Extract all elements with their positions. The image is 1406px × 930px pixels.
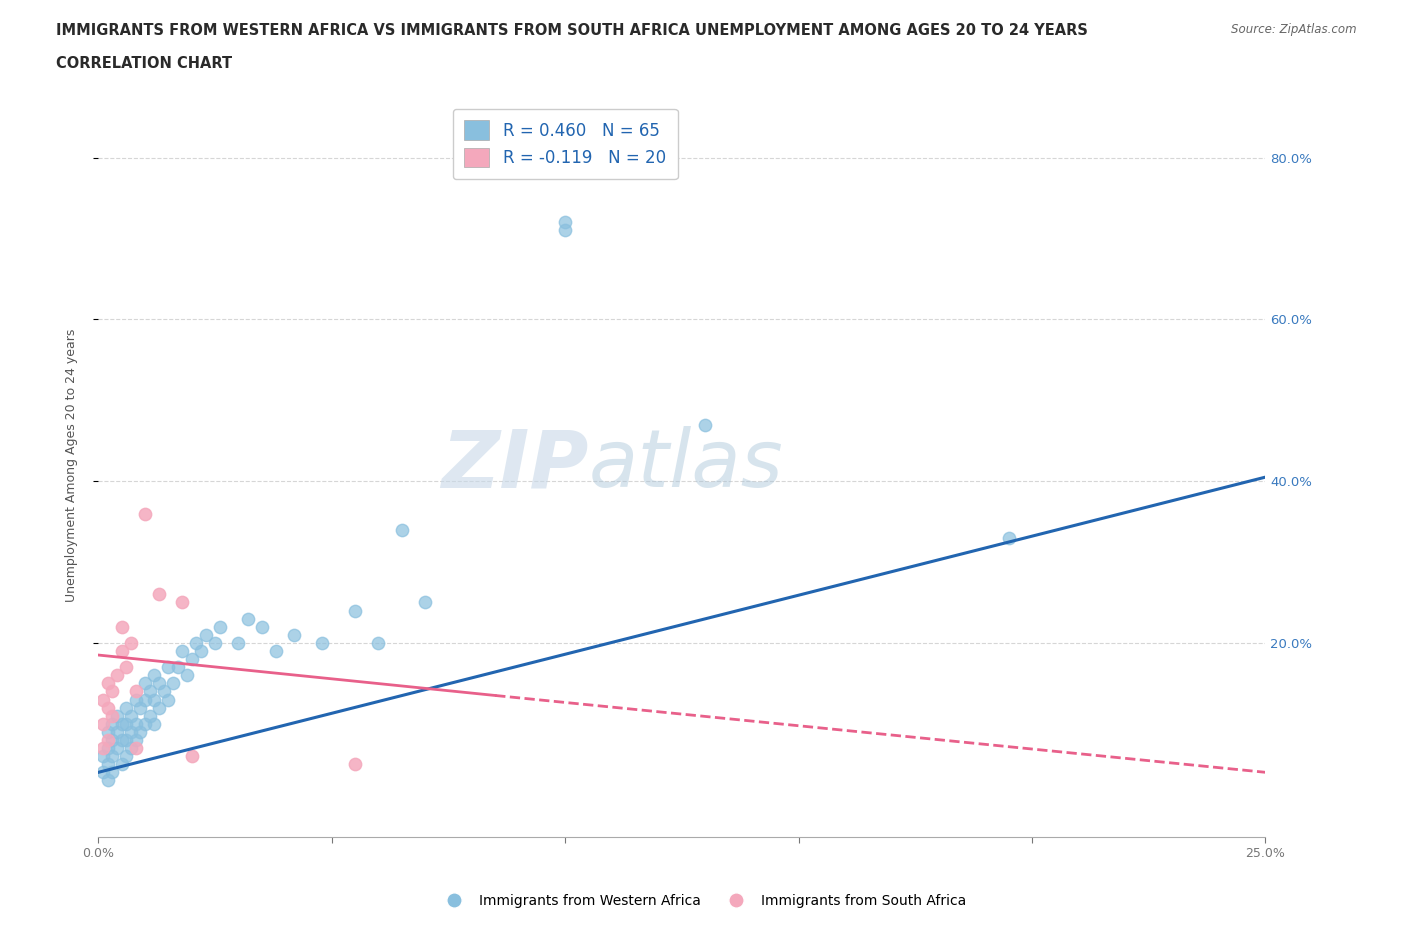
Point: [554, 223, 576, 238]
Point: [391, 523, 413, 538]
Point: [367, 635, 389, 650]
Point: [101, 716, 124, 731]
Point: [190, 644, 212, 658]
Point: [101, 749, 124, 764]
Point: [111, 733, 134, 748]
Point: [115, 700, 138, 715]
Point: [264, 644, 287, 658]
Point: [91, 716, 114, 731]
Point: [208, 619, 231, 634]
Point: [180, 749, 202, 764]
Legend: R = 0.460   N = 65, R = -0.119   N = 20: R = 0.460 N = 65, R = -0.119 N = 20: [453, 109, 678, 179]
Text: IMMIGRANTS FROM WESTERN AFRICA VS IMMIGRANTS FROM SOUTH AFRICA UNEMPLOYMENT AMON: IMMIGRANTS FROM WESTERN AFRICA VS IMMIGR…: [56, 23, 1088, 38]
Point: [194, 628, 217, 643]
Point: [129, 700, 152, 715]
Point: [554, 215, 576, 230]
Text: atlas: atlas: [589, 426, 783, 504]
Point: [172, 644, 194, 658]
Point: [186, 635, 208, 650]
Point: [105, 724, 128, 739]
Point: [176, 668, 198, 683]
Point: [111, 644, 134, 658]
Point: [148, 587, 170, 602]
Point: [97, 757, 120, 772]
Point: [148, 700, 170, 715]
Point: [139, 684, 162, 698]
Point: [344, 757, 367, 772]
Point: [115, 733, 138, 748]
Point: [129, 724, 152, 739]
Point: [125, 716, 148, 731]
Point: [111, 757, 134, 772]
Point: [120, 635, 142, 650]
Point: [125, 684, 148, 698]
Point: [152, 684, 174, 698]
Point: [250, 619, 273, 634]
Point: [143, 668, 166, 683]
Point: [413, 595, 436, 610]
Point: [134, 692, 156, 707]
Point: [97, 700, 120, 715]
Text: CORRELATION CHART: CORRELATION CHART: [56, 56, 232, 71]
Point: [91, 764, 114, 779]
Point: [125, 692, 148, 707]
Y-axis label: Unemployment Among Ages 20 to 24 years: Unemployment Among Ages 20 to 24 years: [65, 328, 77, 602]
Point: [134, 676, 156, 691]
Point: [172, 595, 194, 610]
Point: [91, 749, 114, 764]
Point: [97, 773, 120, 788]
Point: [311, 635, 333, 650]
Point: [143, 716, 166, 731]
Point: [97, 733, 120, 748]
Legend: Immigrants from Western Africa, Immigrants from South Africa: Immigrants from Western Africa, Immigran…: [434, 889, 972, 914]
Point: [111, 619, 134, 634]
Text: Source: ZipAtlas.com: Source: ZipAtlas.com: [1232, 23, 1357, 36]
Point: [105, 709, 128, 724]
Point: [143, 692, 166, 707]
Point: [125, 733, 148, 748]
Point: [115, 659, 138, 674]
Point: [105, 668, 128, 683]
Point: [120, 724, 142, 739]
Point: [236, 611, 259, 626]
Point: [344, 604, 367, 618]
Point: [97, 724, 120, 739]
Point: [91, 740, 114, 755]
Point: [91, 692, 114, 707]
Point: [139, 709, 162, 724]
Point: [101, 733, 124, 748]
Point: [162, 676, 184, 691]
Point: [105, 740, 128, 755]
Point: [180, 652, 202, 667]
Point: [134, 716, 156, 731]
Point: [111, 716, 134, 731]
Point: [115, 716, 138, 731]
Point: [997, 530, 1019, 545]
Point: [157, 659, 180, 674]
Point: [101, 764, 124, 779]
Point: [101, 684, 124, 698]
Point: [120, 740, 142, 755]
Point: [120, 709, 142, 724]
Point: [166, 659, 188, 674]
Point: [148, 676, 170, 691]
Point: [204, 635, 226, 650]
Point: [115, 749, 138, 764]
Point: [228, 635, 250, 650]
Point: [134, 506, 156, 521]
Point: [97, 740, 120, 755]
Point: [97, 676, 120, 691]
Point: [157, 692, 180, 707]
Text: ZIP: ZIP: [441, 426, 589, 504]
Point: [283, 628, 305, 643]
Point: [101, 709, 124, 724]
Point: [125, 740, 148, 755]
Point: [695, 418, 717, 432]
